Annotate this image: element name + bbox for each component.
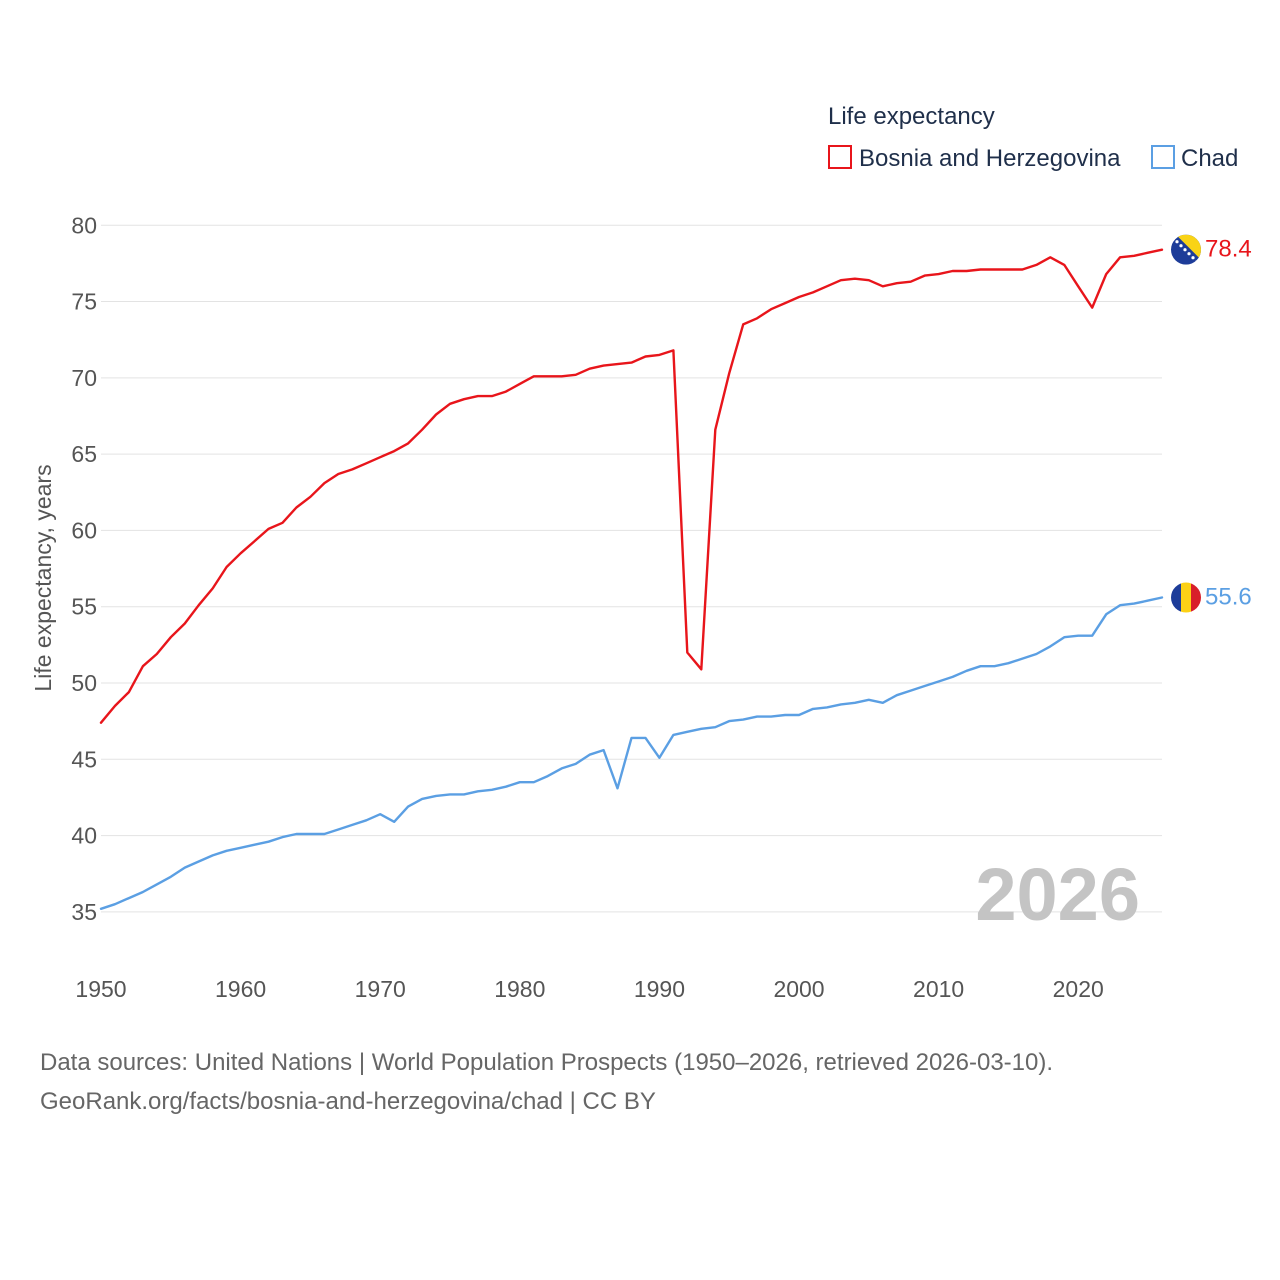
legend-swatch-chad: [1151, 145, 1175, 169]
source-line: Data sources: United Nations | World Pop…: [40, 1049, 1054, 1076]
series-lines: [99, 248, 1164, 910]
grid: [101, 224, 1162, 913]
y-axis-ticks: 35 40 45 50 55 60 65 70 75 80: [71, 212, 97, 925]
y-tick-label: 55: [71, 594, 97, 620]
legend: Life expectancy Bosnia and Herzegovina C…: [828, 103, 1238, 172]
chad-flag-icon: [1171, 582, 1201, 613]
legend-label-chad: Chad: [1181, 145, 1238, 172]
y-tick-label: 35: [71, 899, 97, 925]
legend-item-chad[interactable]: Chad: [1151, 145, 1238, 172]
x-tick-label: 2000: [773, 976, 824, 1002]
data-source-footer: Data sources: United Nations | World Pop…: [40, 1043, 1240, 1121]
x-tick-label: 1980: [494, 976, 545, 1002]
bosnia-flag-icon: [1171, 234, 1201, 265]
y-axis-title: Life expectancy, years: [30, 464, 56, 691]
legend-title: Life expectancy: [828, 103, 995, 130]
x-axis-ticks: 1950 1960 1970 1980 1990 2000 2010 2020: [75, 976, 1103, 1002]
legend-swatch-bosnia: [828, 145, 852, 169]
source-url[interactable]: GeoRank.org/facts/bosnia-and-herzegovina…: [40, 1088, 656, 1115]
x-tick-label: 1950: [75, 976, 126, 1002]
series-line-bosnia[interactable]: [99, 248, 1164, 724]
y-tick-label: 45: [71, 746, 97, 772]
x-tick-label: 1960: [215, 976, 266, 1002]
series-line-chad[interactable]: [99, 596, 1164, 910]
x-tick-label: 2020: [1053, 976, 1104, 1002]
legend-item-bosnia[interactable]: Bosnia and Herzegovina: [828, 145, 1121, 172]
legend-label-bosnia: Bosnia and Herzegovina: [859, 145, 1121, 172]
y-tick-label: 75: [71, 289, 97, 315]
y-tick-label: 70: [71, 365, 97, 391]
end-value-bosnia: 78.4: [1205, 236, 1252, 263]
end-value-chad: 55.6: [1205, 584, 1252, 611]
x-tick-label: 2010: [913, 976, 964, 1002]
y-tick-label: 50: [71, 670, 97, 696]
y-tick-label: 65: [71, 441, 97, 467]
y-tick-label: 60: [71, 517, 97, 543]
y-tick-label: 80: [71, 212, 97, 238]
y-tick-label: 40: [71, 823, 97, 849]
x-tick-label: 1970: [355, 976, 406, 1002]
x-tick-label: 1990: [634, 976, 685, 1002]
year-watermark: 2026: [975, 853, 1140, 936]
